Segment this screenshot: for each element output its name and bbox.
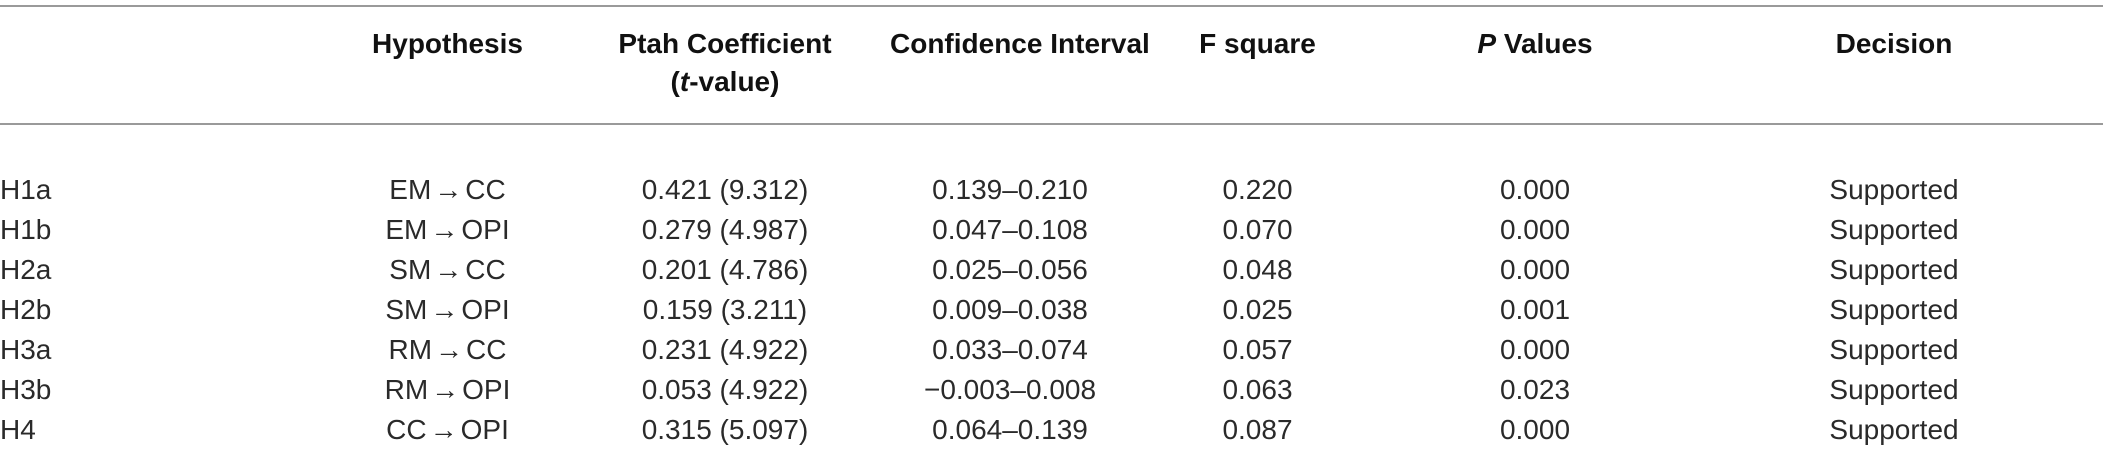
table-top-rule: [0, 5, 2103, 7]
cell-hypothesis: RM → CC: [388, 334, 507, 365]
cell-hypothesis: SM → OPI: [385, 294, 510, 325]
table-row: H4 CC → OPI 0.315 (5.097) 0.064–0.139 0.08…: [0, 410, 2103, 450]
cell-ci: 0.025–0.056: [932, 254, 1088, 285]
cell-p-value: 0.000: [1499, 334, 1571, 365]
cell-hypothesis: RM → OPI: [384, 374, 511, 405]
cell-id: H3a: [0, 334, 52, 365]
header-path-line1: Ptah Coefficient: [618, 28, 832, 59]
cell-p-value: 0.000: [1499, 214, 1571, 245]
cell-path: 0.315 (5.097): [641, 414, 809, 445]
arrow-icon: →: [431, 374, 460, 405]
cell-p-value: 0.001: [1499, 294, 1571, 325]
cell-ci: 0.047–0.108: [932, 214, 1088, 245]
header-f-square: F square: [1199, 28, 1316, 59]
table-row: H2b SM → OPI 0.159 (3.211) 0.009–0.038 0.0…: [0, 290, 2103, 330]
cell-f-square: 0.057: [1222, 334, 1293, 365]
cell-path: 0.279 (4.987): [641, 214, 809, 245]
cell-decision: Supported: [1829, 214, 1959, 245]
table-row: H2a SM → CC 0.201 (4.786) 0.025–0.056 0.04…: [0, 250, 2103, 290]
cell-hypothesis: EM → OPI: [385, 214, 510, 245]
cell-path: 0.421 (9.312): [641, 174, 809, 205]
table-header-row: Hypothesis Ptah Coefficient (t-value) Co…: [0, 0, 2103, 150]
cell-f-square: 0.063: [1222, 374, 1293, 405]
cell-id: H1a: [0, 174, 52, 205]
table-row: H1b EM → OPI 0.279 (4.987) 0.047–0.108 0.0…: [0, 210, 2103, 250]
cell-p-value: 0.000: [1499, 254, 1571, 285]
cell-path: 0.201 (4.786): [641, 254, 809, 285]
cell-ci: −0.003–0.008: [923, 374, 1097, 405]
cell-path: 0.231 (4.922): [641, 334, 809, 365]
cell-ci: 0.064–0.139: [932, 414, 1088, 445]
arrow-icon: →: [430, 214, 459, 245]
cell-hypothesis: CC → OPI: [386, 414, 509, 445]
header-path-coefficient: Ptah Coefficient (t-value): [560, 0, 890, 150]
header-confidence-interval: Confidence Interval: [890, 28, 1150, 59]
table-row: H1a EM → CC 0.421 (9.312) 0.139–0.210 0.22…: [0, 150, 2103, 210]
header-p-values: P Values: [1477, 28, 1593, 59]
cell-id: H2a: [0, 254, 52, 285]
cell-id: H3b: [0, 374, 52, 405]
cell-decision: Supported: [1829, 334, 1959, 365]
header-id: [0, 0, 335, 150]
cell-f-square: 0.048: [1222, 254, 1293, 285]
cell-id: H2b: [0, 294, 52, 325]
arrow-icon: →: [435, 334, 464, 365]
cell-hypothesis: SM → CC: [389, 254, 506, 285]
cell-decision: Supported: [1829, 174, 1959, 205]
table-row: H3a RM → CC 0.231 (4.922) 0.033–0.074 0.05…: [0, 330, 2103, 370]
arrow-icon: →: [429, 414, 458, 445]
header-hypothesis: Hypothesis: [372, 28, 523, 59]
table-row: H3b RM → OPI 0.053 (4.922) −0.003–0.008 0.…: [0, 370, 2103, 410]
cell-ci: 0.033–0.074: [932, 334, 1088, 365]
arrow-icon: →: [430, 294, 459, 325]
header-path-line2: (t-value): [670, 66, 780, 97]
cell-p-value: 0.000: [1499, 174, 1571, 205]
cell-path: 0.159 (3.211): [642, 294, 808, 325]
cell-p-value: 0.000: [1499, 414, 1571, 445]
cell-ci: 0.139–0.210: [932, 174, 1088, 205]
cell-decision: Supported: [1829, 294, 1959, 325]
cell-id: H4: [0, 414, 36, 445]
arrow-icon: →: [434, 254, 463, 285]
cell-f-square: 0.087: [1222, 414, 1293, 445]
cell-id: H1b: [0, 214, 52, 245]
cell-decision: Supported: [1829, 374, 1959, 405]
cell-decision: Supported: [1829, 254, 1959, 285]
header-decision: Decision: [1835, 28, 1953, 59]
cell-p-value: 0.023: [1499, 374, 1571, 405]
cell-hypothesis: EM → CC: [389, 174, 506, 205]
cell-f-square: 0.070: [1222, 214, 1293, 245]
arrow-icon: →: [434, 174, 463, 205]
cell-f-square: 0.025: [1222, 294, 1293, 325]
cell-decision: Supported: [1829, 414, 1959, 445]
cell-f-square: 0.220: [1222, 174, 1293, 205]
table-header-rule: [0, 123, 2103, 125]
cell-path: 0.053 (4.922): [641, 374, 809, 405]
cell-ci: 0.009–0.038: [932, 294, 1088, 325]
